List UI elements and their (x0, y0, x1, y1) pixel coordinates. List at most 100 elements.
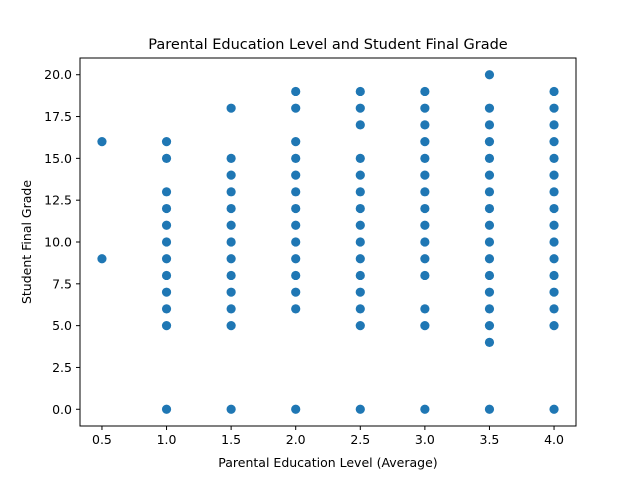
data-point (355, 203, 365, 214)
data-point (549, 220, 559, 230)
data-point (420, 321, 430, 331)
data-point (161, 254, 172, 264)
data-point (355, 287, 365, 297)
data-point (161, 203, 172, 214)
data-point (420, 187, 430, 197)
data-point (484, 254, 495, 264)
data-point (355, 187, 365, 197)
data-point (420, 270, 430, 281)
data-point (226, 304, 236, 314)
data-point (420, 237, 430, 247)
data-point (549, 254, 559, 264)
data-point (549, 137, 559, 147)
data-point (291, 187, 301, 197)
x-tick-label: 2.0 (286, 432, 306, 447)
data-point (549, 321, 559, 331)
data-point (291, 237, 301, 247)
data-point (355, 321, 365, 331)
data-point (549, 103, 559, 113)
data-point (226, 203, 236, 214)
data-point (226, 153, 236, 163)
x-tick-label: 1.5 (221, 432, 241, 447)
data-point (420, 304, 430, 314)
data-point (484, 137, 495, 147)
data-point (484, 304, 495, 314)
y-tick-label: 15.0 (44, 151, 72, 166)
data-point (355, 270, 365, 281)
data-point (549, 86, 559, 97)
data-point (484, 237, 495, 247)
data-point (226, 404, 236, 414)
data-point (484, 270, 495, 281)
data-point (549, 304, 559, 314)
points-layer (97, 70, 559, 414)
data-point (355, 237, 365, 247)
data-point (291, 304, 301, 314)
data-point (484, 404, 495, 414)
x-tick-label: 0.5 (92, 432, 112, 447)
data-point (226, 254, 236, 264)
y-tick-label: 2.5 (52, 360, 72, 375)
data-point (484, 187, 495, 197)
data-point (484, 321, 495, 331)
data-point (549, 203, 559, 214)
x-tick-label: 1.0 (157, 432, 177, 447)
data-point (161, 404, 172, 414)
data-point (420, 404, 430, 414)
data-point (291, 270, 301, 281)
data-point (291, 203, 301, 214)
data-point (484, 337, 495, 347)
data-point (355, 304, 365, 314)
data-point (420, 120, 430, 130)
data-point (484, 203, 495, 214)
data-point (226, 270, 236, 281)
data-point (291, 254, 301, 264)
data-point (291, 170, 301, 180)
data-point (484, 153, 495, 163)
data-point (355, 170, 365, 180)
data-point (226, 103, 236, 113)
data-point (355, 86, 365, 97)
data-point (549, 120, 559, 130)
data-point (291, 287, 301, 297)
data-point (161, 187, 172, 197)
data-point (226, 170, 236, 180)
data-point (291, 86, 301, 97)
data-point (484, 120, 495, 130)
data-point (549, 287, 559, 297)
x-tick-label: 4.0 (544, 432, 564, 447)
data-point (161, 287, 172, 297)
data-point (484, 220, 495, 230)
x-tick-label: 3.5 (480, 432, 500, 447)
data-point (355, 120, 365, 130)
data-point (549, 237, 559, 247)
data-point (484, 287, 495, 297)
data-point (226, 287, 236, 297)
data-point (97, 137, 107, 147)
x-axis-label: Parental Education Level (Average) (218, 455, 437, 470)
data-point (161, 220, 172, 230)
data-point (291, 137, 301, 147)
data-point (291, 220, 301, 230)
x-tick-label: 2.5 (350, 432, 370, 447)
data-point (549, 170, 559, 180)
y-axis-label: Student Final Grade (19, 180, 34, 304)
data-point (226, 321, 236, 331)
data-point (484, 170, 495, 180)
data-point (549, 270, 559, 281)
data-point (355, 153, 365, 163)
data-point (226, 187, 236, 197)
data-point (97, 254, 107, 264)
data-point (484, 70, 495, 80)
data-point (549, 404, 559, 414)
y-tick-label: 0.0 (52, 402, 72, 417)
y-tick-label: 5.0 (52, 318, 72, 333)
data-point (161, 237, 172, 247)
data-point (355, 220, 365, 230)
data-point (291, 404, 301, 414)
y-tick-label: 12.5 (44, 193, 72, 208)
data-point (355, 254, 365, 264)
y-tick-label: 17.5 (44, 109, 72, 124)
